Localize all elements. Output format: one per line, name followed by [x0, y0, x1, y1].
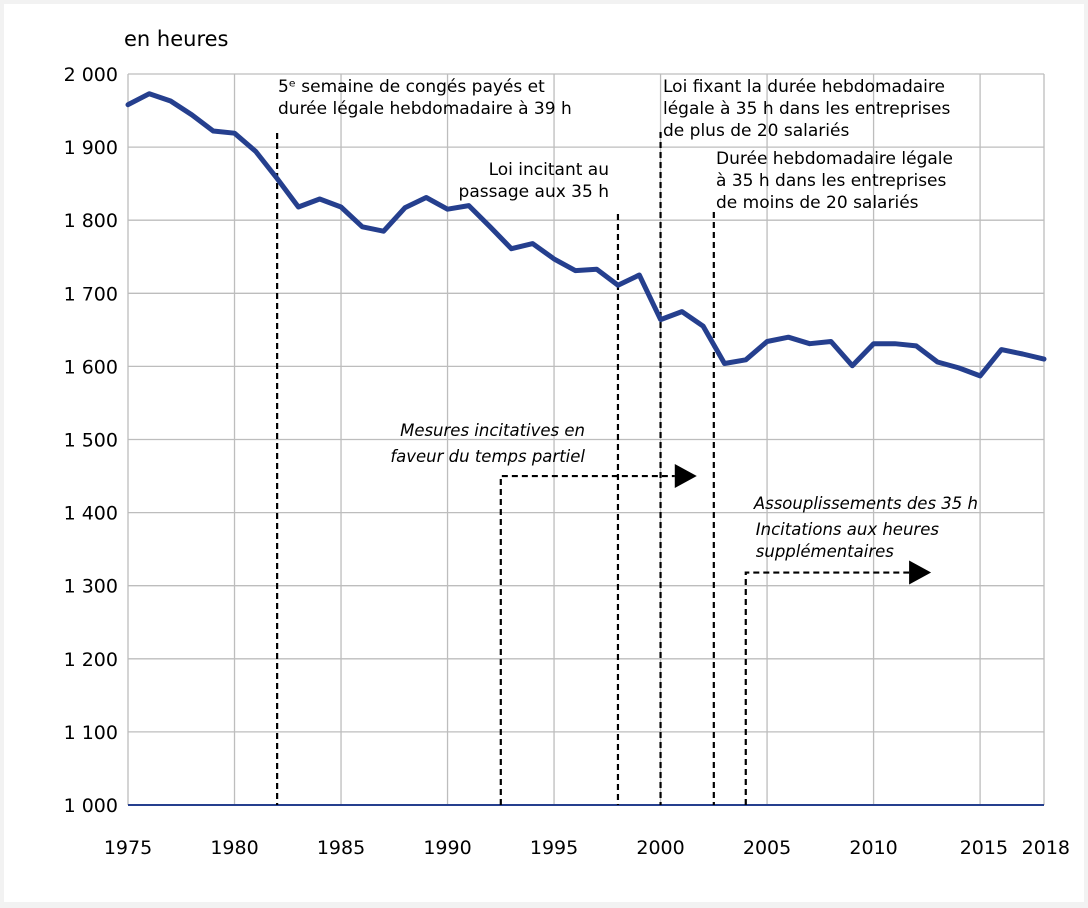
chart-panel: en heures 1 000 1 100 1 200 1 300 1 400 1 500… — [4, 4, 1084, 902]
x-tick-label: 1995 — [530, 837, 578, 859]
y-tick-label: 1 600 — [64, 356, 118, 378]
period-marker-line — [499, 474, 675, 805]
event-annotation: légale à 35 h dans les entreprises — [663, 99, 950, 119]
y-tick-label: 1 300 — [64, 576, 118, 598]
y-tick-label: 1 400 — [64, 503, 118, 525]
x-tick-label: 1975 — [104, 837, 152, 859]
event-annotation: passage aux 35 h — [459, 182, 609, 202]
event-annotation: Loi fixant la durée hebdomadaire — [663, 77, 945, 97]
period-annotation: supplémentaires — [756, 542, 895, 561]
y-tick-label: 1 900 — [64, 137, 118, 159]
x-tick-label: 1985 — [317, 837, 365, 859]
event-annotation: 5ᵉ semaine de congés payés et — [278, 77, 545, 97]
x-tick-label: 1990 — [423, 837, 471, 859]
y-tick-label: 1 000 — [64, 795, 118, 817]
period-annotation: faveur du temps partiel — [390, 447, 585, 466]
series-line — [125, 91, 1047, 379]
event-annotation: à 35 h dans les entreprises — [716, 171, 947, 191]
period-annotation: Assouplissements des 35 h — [753, 494, 978, 513]
y-tick-label: 1 200 — [64, 649, 118, 671]
period-markers: Mesures incitatives en faveur du temps pa… — [390, 421, 978, 805]
x-tick-label: 2010 — [849, 837, 897, 859]
event-annotation: durée légale hebdomadaire à 39 h — [278, 99, 572, 119]
y-tick-label: 1 700 — [64, 283, 118, 305]
period-annotation: Incitations aux heures — [756, 520, 940, 539]
y-tick-label: 2 000 — [64, 64, 118, 86]
x-axis-ticks: 1975 1980 1985 1990 1995 2000 2005 2010 2015 2018 — [104, 837, 1070, 859]
y-axis-ticks: 1 000 1 100 1 200 1 300 1 400 1 500 1 600 1 700… — [64, 64, 118, 817]
x-tick-label: 2018 — [1022, 837, 1070, 859]
y-tick-label: 1 800 — [64, 210, 118, 232]
x-tick-label: 2000 — [636, 837, 684, 859]
y-tick-label: 1 100 — [64, 722, 118, 744]
series-layer — [125, 91, 1047, 379]
x-tick-label: 2015 — [960, 837, 1008, 859]
y-tick-label: 1 500 — [64, 430, 118, 452]
event-annotation: Loi incitant au — [489, 160, 609, 180]
event-annotation: de moins de 20 salariés — [716, 193, 919, 213]
arrow-head — [674, 464, 697, 489]
grid — [127, 73, 1045, 806]
period-annotation: Mesures incitatives en — [400, 421, 585, 440]
event-annotation: Durée hebdomadaire légale — [716, 149, 953, 169]
unit-label: en heures — [124, 27, 228, 51]
period-marker-line — [744, 571, 910, 805]
arrow-head — [909, 560, 932, 585]
x-tick-label: 2005 — [743, 837, 791, 859]
x-tick-label: 1980 — [210, 837, 258, 859]
event-annotation: de plus de 20 salariés — [663, 121, 849, 141]
line-chart: en heures 1 000 1 100 1 200 1 300 1 400 1 500… — [64, 27, 1070, 859]
